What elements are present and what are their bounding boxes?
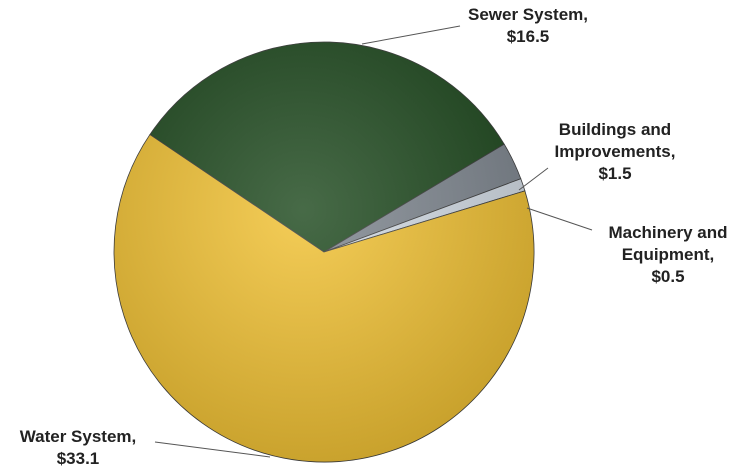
leader-line-machinery-and-equipment bbox=[526, 207, 593, 231]
slice-label-buildings-and-improvements: Buildings and Improvements, $1.5 bbox=[555, 120, 676, 183]
slice-label-water-system: Water System, $33.1 bbox=[20, 427, 137, 468]
slice-label-line: Improvements, bbox=[555, 142, 676, 161]
slice-label-machinery-and-equipment: Machinery and Equipment, $0.5 bbox=[608, 223, 727, 286]
slice-label-line: Sewer System, bbox=[468, 5, 588, 24]
slice-label-line: $33.1 bbox=[57, 449, 100, 468]
slice-label-line: Buildings and bbox=[559, 120, 671, 139]
slice-label-line: Water System, bbox=[20, 427, 137, 446]
pie-shading bbox=[114, 42, 534, 462]
leader-line-buildings-and-improvements bbox=[518, 167, 549, 191]
slice-label-line: $1.5 bbox=[598, 164, 631, 183]
slice-label-line: Machinery and bbox=[608, 223, 727, 242]
slice-label-line: $16.5 bbox=[507, 27, 550, 46]
leader-line-sewer-system bbox=[361, 25, 461, 45]
slice-label-sewer-system: Sewer System, $16.5 bbox=[468, 5, 588, 46]
slice-label-line: Equipment, bbox=[622, 245, 715, 264]
leader-line-water-system bbox=[154, 441, 271, 458]
slice-label-line: $0.5 bbox=[651, 267, 684, 286]
